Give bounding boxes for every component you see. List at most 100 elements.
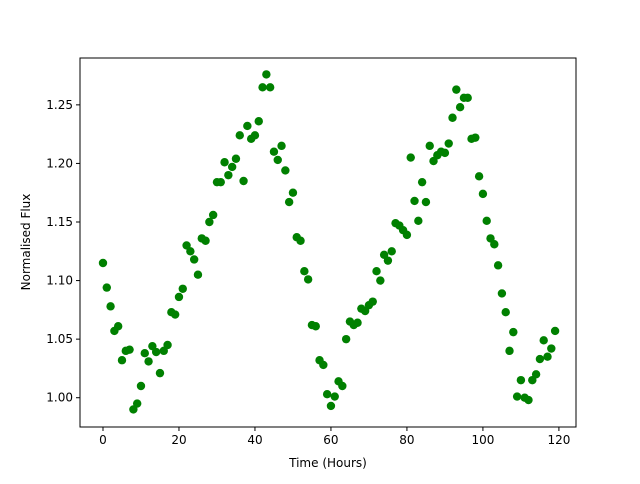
y-tick-label: 1.05 <box>46 332 73 346</box>
point <box>474 172 484 181</box>
point <box>406 153 415 162</box>
point <box>273 155 282 165</box>
point <box>189 255 199 264</box>
point <box>140 349 149 358</box>
point <box>300 267 309 276</box>
point <box>330 392 339 401</box>
point <box>231 154 241 163</box>
point <box>186 247 195 256</box>
point <box>144 357 153 366</box>
point <box>505 346 514 356</box>
point <box>174 292 184 302</box>
point <box>170 310 180 319</box>
point <box>227 162 237 172</box>
point <box>326 401 336 411</box>
point <box>284 197 294 207</box>
point <box>155 368 165 378</box>
point <box>288 188 298 197</box>
point <box>338 381 347 391</box>
x-axis-label: Time (Hours) <box>288 456 367 470</box>
point <box>178 284 187 293</box>
y-axis-label: Normalised Flux <box>19 194 33 291</box>
plot-frame <box>79 57 577 428</box>
point <box>524 395 533 405</box>
point <box>368 297 377 306</box>
point <box>277 141 286 151</box>
point <box>410 196 419 206</box>
y-tick-label: 1.10 <box>46 274 73 288</box>
point <box>224 170 233 180</box>
point <box>376 276 385 285</box>
point <box>440 148 450 158</box>
y-tick-label: 1.15 <box>46 215 73 229</box>
point <box>539 336 548 345</box>
point <box>421 197 431 207</box>
y-tick-label: 1.20 <box>46 156 73 170</box>
point <box>102 283 111 292</box>
point <box>220 158 229 167</box>
point <box>531 370 541 379</box>
point <box>383 256 393 265</box>
point <box>387 247 396 256</box>
point <box>319 360 328 370</box>
y-tick-label: 1.00 <box>46 391 73 405</box>
point <box>281 166 290 175</box>
point <box>425 141 434 151</box>
point <box>471 133 480 142</box>
point <box>482 216 491 226</box>
point <box>353 318 362 327</box>
point <box>455 103 465 112</box>
point <box>463 93 472 103</box>
y-tick-label: 1.25 <box>46 98 73 112</box>
point <box>239 176 248 186</box>
point <box>296 236 305 245</box>
point <box>113 322 123 331</box>
point <box>136 381 146 391</box>
point <box>98 258 108 268</box>
point <box>512 392 522 401</box>
point <box>265 83 275 92</box>
point <box>250 131 260 140</box>
point <box>151 347 161 357</box>
point <box>262 70 271 79</box>
point <box>106 302 115 311</box>
point <box>497 289 507 298</box>
point <box>414 216 423 226</box>
point <box>193 270 203 279</box>
point <box>163 340 172 350</box>
point <box>201 236 210 245</box>
point <box>205 217 214 227</box>
point <box>417 177 427 187</box>
x-tick-label: 60 <box>323 433 338 447</box>
point <box>372 267 381 276</box>
point <box>478 189 488 199</box>
x-tick-label: 20 <box>171 433 186 447</box>
x-tick-label: 120 <box>547 433 570 447</box>
x-tick-label: 40 <box>247 433 262 447</box>
point <box>254 117 263 126</box>
point <box>125 345 134 354</box>
x-tick-label: 100 <box>471 433 494 447</box>
point <box>117 356 127 365</box>
point <box>547 344 556 353</box>
point <box>402 230 412 240</box>
point <box>490 240 499 249</box>
point <box>322 390 332 399</box>
point <box>258 83 267 92</box>
point <box>269 147 279 156</box>
point <box>444 139 453 148</box>
point <box>208 210 218 220</box>
point <box>341 334 351 344</box>
point <box>132 399 142 408</box>
point <box>543 352 552 361</box>
point <box>516 375 526 385</box>
point <box>493 261 503 270</box>
point <box>216 177 225 187</box>
point <box>235 131 244 140</box>
point <box>501 308 510 317</box>
point <box>311 322 320 331</box>
point <box>452 85 461 94</box>
point <box>243 121 252 131</box>
x-tick-label: 80 <box>399 433 414 447</box>
